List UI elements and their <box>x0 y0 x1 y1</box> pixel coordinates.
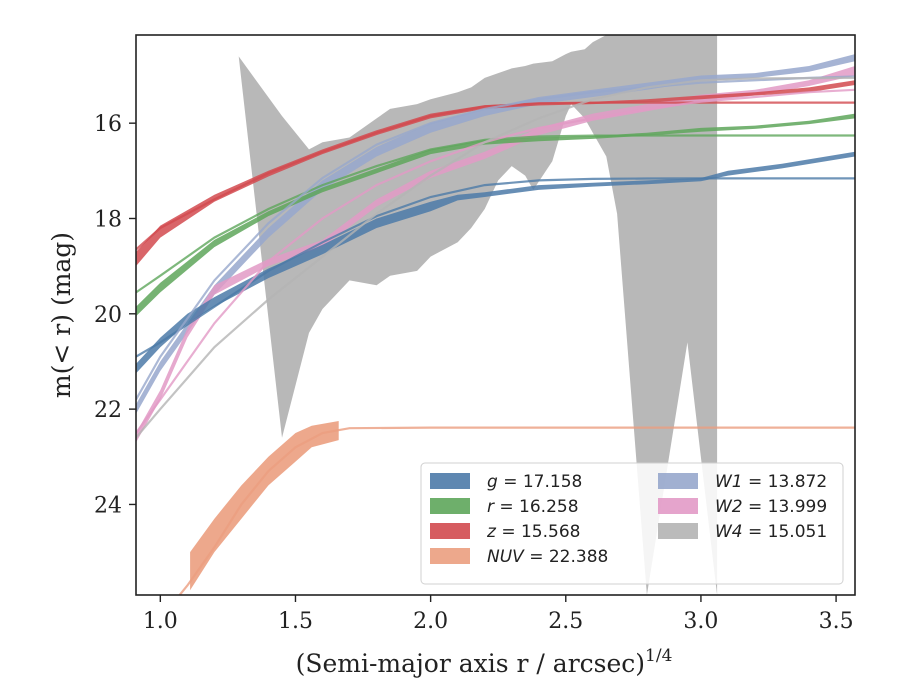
model-curves <box>136 75 855 595</box>
x-tick-label: 3.5 <box>819 609 854 634</box>
legend-label-r: r = 16.258 <box>487 497 579 517</box>
legend-box <box>420 462 844 585</box>
legend-label-w1: W1 = 13.872 <box>715 472 827 492</box>
legend: g = 17.158 r = 16.258 z = 15.568 NUV = 22.3… <box>420 462 844 585</box>
legend-label-g: g = 17.158 <box>487 472 582 492</box>
x-axis-label-exponent: 1/4 <box>645 646 672 666</box>
y-tick-label: 22 <box>94 398 122 423</box>
model-curve-w1 <box>136 75 855 401</box>
legend-swatch-g <box>430 473 470 489</box>
uncertainty-bands <box>136 35 855 595</box>
legend-label-z: z = 15.568 <box>486 522 580 542</box>
legend-label-w4: W4 = 15.051 <box>715 522 827 542</box>
legend-label-nuv: NUV = 22.388 <box>487 547 608 567</box>
legend-label-w2: W2 = 13.999 <box>715 497 827 517</box>
x-tick-label: 3.0 <box>683 609 718 634</box>
model-curve-nuv <box>178 426 855 595</box>
legend-swatch-r <box>430 498 470 514</box>
legend-swatch-w2 <box>658 498 698 514</box>
x-tick-label: 1.5 <box>278 609 313 634</box>
y-axis-ticks: 16 18 20 22 24 <box>94 112 136 518</box>
y-tick-label: 24 <box>94 493 122 518</box>
y-tick-label: 16 <box>94 112 122 137</box>
y-tick-label: 18 <box>94 207 122 232</box>
x-axis-ticks: 1.0 1.5 2.0 2.5 3.0 3.5 <box>143 595 854 634</box>
band-nuv <box>190 421 339 591</box>
y-axis-label: m(< r) (mag) <box>47 232 76 398</box>
model-curve-g <box>136 177 855 358</box>
legend-swatch-nuv <box>430 548 470 564</box>
x-axis-label-text: (Semi-major axis r / arcsec) <box>296 649 645 678</box>
x-axis-label: (Semi-major axis r / arcsec)1/4 <box>296 646 673 678</box>
x-tick-label: 2.5 <box>548 609 583 634</box>
x-tick-label: 2.0 <box>413 609 448 634</box>
plot-frame <box>135 34 856 596</box>
legend-swatch-z <box>430 523 470 539</box>
model-curve-z <box>136 101 855 251</box>
model-curve-r <box>136 134 855 294</box>
model-curve-w4 <box>136 76 855 439</box>
y-tick-label: 20 <box>94 303 122 328</box>
x-tick-label: 1.0 <box>143 609 178 634</box>
legend-swatch-w4 <box>658 523 698 539</box>
legend-swatch-w1 <box>658 473 698 489</box>
